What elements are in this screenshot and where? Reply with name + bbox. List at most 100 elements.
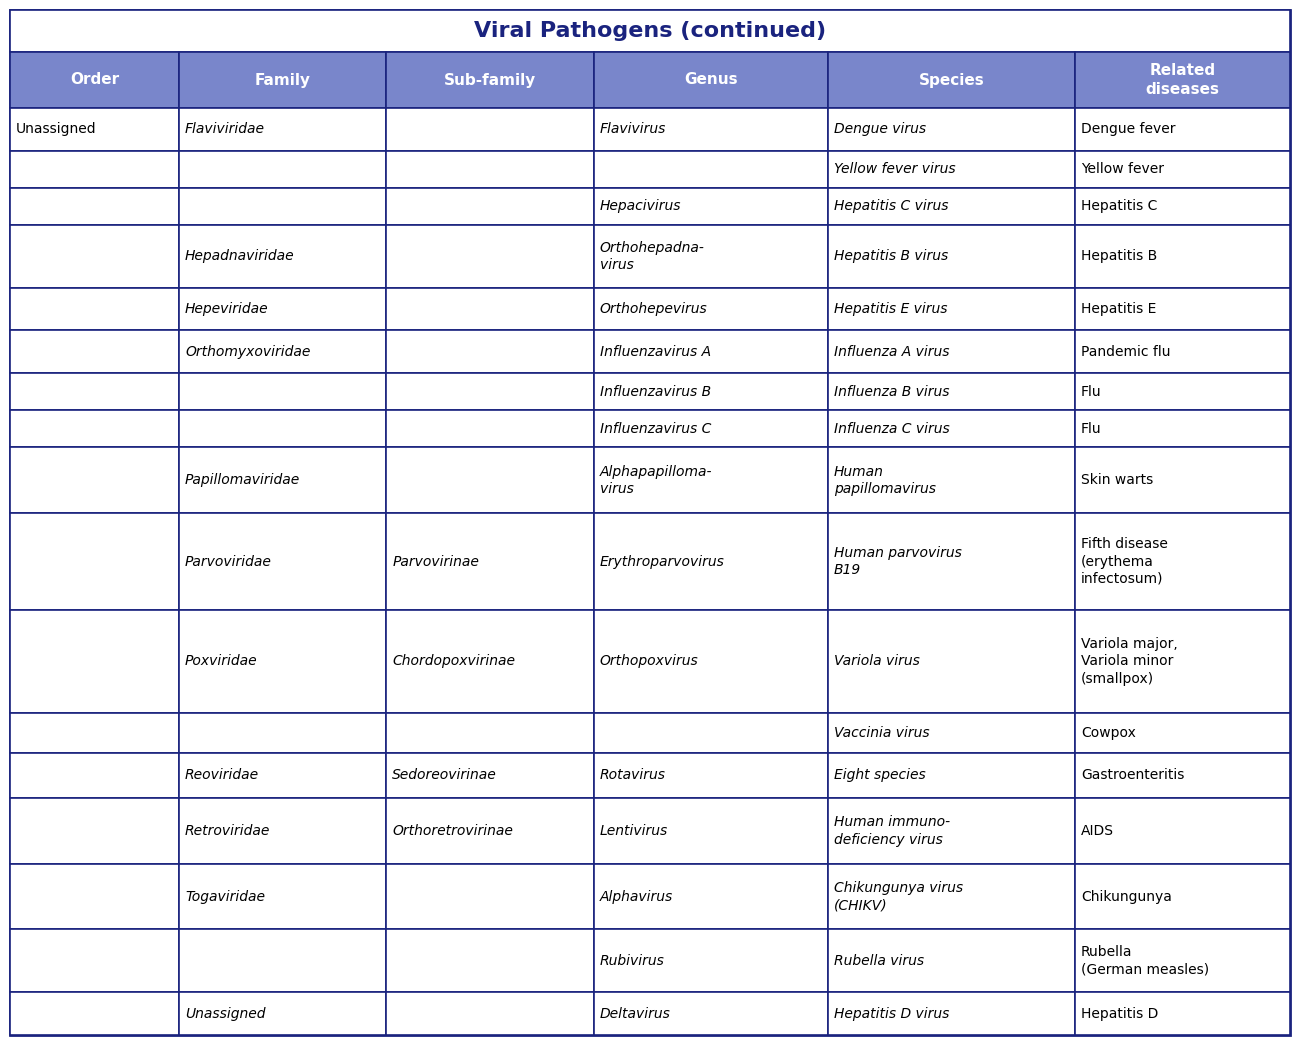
Text: Cowpox: Cowpox — [1082, 725, 1136, 740]
Bar — [179, 713, 386, 752]
Bar — [828, 992, 1075, 1035]
Bar — [594, 52, 828, 108]
Bar — [386, 287, 594, 330]
Text: Human
papillomavirus: Human papillomavirus — [833, 465, 936, 496]
Bar — [179, 52, 386, 108]
Bar — [10, 52, 179, 108]
Bar — [1075, 150, 1290, 188]
Bar — [179, 610, 386, 713]
Text: Orthohepevirus: Orthohepevirus — [599, 302, 707, 316]
Text: Human immuno-
deficiency virus: Human immuno- deficiency virus — [833, 815, 950, 846]
Bar — [1075, 225, 1290, 287]
Text: Hepeviridae: Hepeviridae — [185, 302, 269, 316]
Bar — [828, 752, 1075, 798]
Text: Related
diseases: Related diseases — [1145, 63, 1219, 97]
Text: Sub-family: Sub-family — [443, 72, 536, 88]
Text: Deltavirus: Deltavirus — [599, 1006, 671, 1021]
Bar — [179, 373, 386, 411]
Bar — [179, 411, 386, 447]
Bar — [594, 447, 828, 513]
Text: Variola virus: Variola virus — [833, 654, 920, 669]
Bar — [1075, 373, 1290, 411]
Bar — [1075, 330, 1290, 373]
Text: Sedoreovirinae: Sedoreovirinae — [393, 768, 497, 783]
Bar — [1075, 188, 1290, 225]
Bar — [828, 108, 1075, 150]
Text: Gastroenteritis: Gastroenteritis — [1082, 768, 1184, 783]
Bar — [1075, 447, 1290, 513]
Text: Hepatitis B virus: Hepatitis B virus — [833, 250, 948, 263]
Bar — [828, 150, 1075, 188]
Bar — [386, 798, 594, 864]
Text: Human parvovirus
B19: Human parvovirus B19 — [833, 545, 962, 577]
Text: Chordopoxvirinae: Chordopoxvirinae — [393, 654, 515, 669]
Text: Orthoretrovirinae: Orthoretrovirinae — [393, 825, 514, 838]
Bar — [179, 513, 386, 610]
Bar — [386, 992, 594, 1035]
Bar — [828, 225, 1075, 287]
Bar — [828, 610, 1075, 713]
Bar — [594, 929, 828, 992]
Text: Influenzavirus B: Influenzavirus B — [599, 385, 711, 399]
Bar — [594, 287, 828, 330]
Text: Flaviviridae: Flaviviridae — [185, 122, 265, 137]
Bar — [386, 513, 594, 610]
Text: Hepadnaviridae: Hepadnaviridae — [185, 250, 295, 263]
Text: Flu: Flu — [1082, 422, 1101, 436]
Bar — [594, 330, 828, 373]
Text: Variola major,
Variola minor
(smallpox): Variola major, Variola minor (smallpox) — [1082, 637, 1178, 686]
Bar — [1075, 108, 1290, 150]
Text: Parvovirinae: Parvovirinae — [393, 555, 480, 568]
Bar — [10, 864, 179, 929]
Bar — [179, 864, 386, 929]
Text: Poxviridae: Poxviridae — [185, 654, 257, 669]
Text: Lentivirus: Lentivirus — [599, 825, 668, 838]
Text: Hepatitis E: Hepatitis E — [1082, 302, 1156, 316]
Bar — [594, 752, 828, 798]
Bar — [386, 150, 594, 188]
Text: Vaccinia virus: Vaccinia virus — [833, 725, 930, 740]
Bar — [1075, 992, 1290, 1035]
Text: Yellow fever virus: Yellow fever virus — [833, 162, 956, 177]
Bar — [386, 610, 594, 713]
Bar — [828, 929, 1075, 992]
Bar — [828, 373, 1075, 411]
Bar — [10, 10, 1290, 52]
Bar — [10, 287, 179, 330]
Bar — [179, 108, 386, 150]
Bar — [828, 287, 1075, 330]
Bar — [179, 287, 386, 330]
Bar — [179, 929, 386, 992]
Bar — [10, 447, 179, 513]
Bar — [10, 713, 179, 752]
Bar — [179, 330, 386, 373]
Bar — [386, 188, 594, 225]
Bar — [828, 447, 1075, 513]
Bar — [386, 108, 594, 150]
Bar — [1075, 411, 1290, 447]
Text: AIDS: AIDS — [1082, 825, 1114, 838]
Text: Skin warts: Skin warts — [1082, 473, 1153, 487]
Bar — [1075, 52, 1290, 108]
Bar — [10, 188, 179, 225]
Text: Influenzavirus A: Influenzavirus A — [599, 345, 711, 358]
Text: Rubella
(German measles): Rubella (German measles) — [1082, 945, 1209, 976]
Text: Chikungunya: Chikungunya — [1082, 889, 1171, 904]
Bar — [1075, 713, 1290, 752]
Text: Flavivirus: Flavivirus — [599, 122, 666, 137]
Text: Hepacivirus: Hepacivirus — [599, 200, 681, 213]
Text: Influenzavirus C: Influenzavirus C — [599, 422, 711, 436]
Bar — [179, 992, 386, 1035]
Text: Eight species: Eight species — [833, 768, 926, 783]
Bar — [10, 513, 179, 610]
Text: Orthopoxvirus: Orthopoxvirus — [599, 654, 698, 669]
Text: Orthomyxoviridae: Orthomyxoviridae — [185, 345, 311, 358]
Text: Hepatitis D: Hepatitis D — [1082, 1006, 1158, 1021]
Bar — [10, 330, 179, 373]
Bar — [10, 411, 179, 447]
Text: Hepatitis D virus: Hepatitis D virus — [833, 1006, 949, 1021]
Text: Rubivirus: Rubivirus — [599, 954, 664, 968]
Text: Hepatitis C: Hepatitis C — [1082, 200, 1157, 213]
Bar — [179, 150, 386, 188]
Bar — [10, 752, 179, 798]
